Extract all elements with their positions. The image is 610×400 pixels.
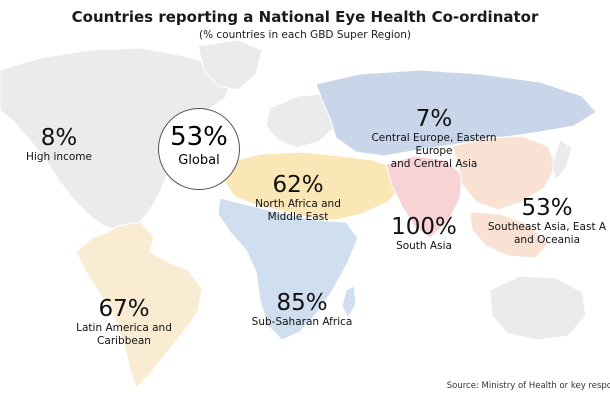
- region-label-line1: Latin America and: [76, 322, 172, 334]
- map-japan: [551, 139, 573, 182]
- region-label-line1: Central Europe, Eastern Europe: [371, 132, 497, 157]
- map-east-asia: [451, 135, 557, 211]
- region-sub-saharan-africa: 85% Sub-Saharan Africa: [246, 290, 358, 329]
- map-sub-saharan-africa: [217, 197, 359, 341]
- region-north-africa-middle-east: 62% North Africa and Middle East: [248, 172, 348, 224]
- global-badge: 53% Global: [158, 108, 240, 190]
- region-south-asia: 100% South Asia: [384, 214, 464, 253]
- map-south-asia: [385, 155, 463, 239]
- region-value: 100%: [391, 214, 457, 240]
- source-note: Source: Ministry of Health or key respo: [446, 381, 610, 391]
- map-australia: [489, 275, 587, 341]
- region-label-line2: and Oceania: [513, 234, 581, 246]
- chart-title: Countries reporting a National Eye Healt…: [71, 8, 539, 26]
- region-label: High income: [26, 151, 92, 163]
- region-central-europe-asia: 7% Central Europe, Eastern Europe and Ce…: [352, 106, 516, 171]
- global-label: Global: [178, 153, 220, 168]
- region-value: 85%: [276, 290, 328, 316]
- region-label: South Asia: [396, 240, 452, 252]
- region-label-line2: and Central Asia: [390, 158, 478, 170]
- map-southeast-asia: [469, 211, 549, 259]
- global-value: 53%: [170, 122, 228, 152]
- map-central-europe-asia: [315, 69, 597, 157]
- region-high-income: 8% High income: [24, 125, 94, 164]
- map-north-america: [0, 47, 233, 233]
- region-southeast-asia-oceania: 53% Southeast Asia, East A and Oceania: [484, 195, 610, 247]
- region-latin-america: 67% Latin America and Caribbean: [68, 296, 180, 348]
- map-western-europe: [265, 93, 337, 149]
- chart-subtitle: (% countries in each GBD Super Region): [198, 29, 411, 41]
- region-label: Sub-Saharan Africa: [251, 316, 353, 328]
- region-label-line2: Middle East: [267, 211, 329, 223]
- map-madagascar: [341, 285, 357, 320]
- map-greenland: [197, 39, 263, 91]
- region-label-line2: Caribbean: [97, 335, 151, 347]
- region-value: 7%: [415, 106, 453, 132]
- region-label-line1: North Africa and: [255, 198, 341, 210]
- region-value: 8%: [40, 125, 78, 151]
- region-value: 53%: [521, 195, 573, 221]
- region-label-line1: Southeast Asia, East A: [487, 221, 607, 233]
- region-value: 62%: [272, 172, 324, 198]
- map-latin-america: [75, 221, 203, 389]
- region-value: 67%: [98, 296, 150, 322]
- map-north-africa-middle-east: [223, 151, 403, 221]
